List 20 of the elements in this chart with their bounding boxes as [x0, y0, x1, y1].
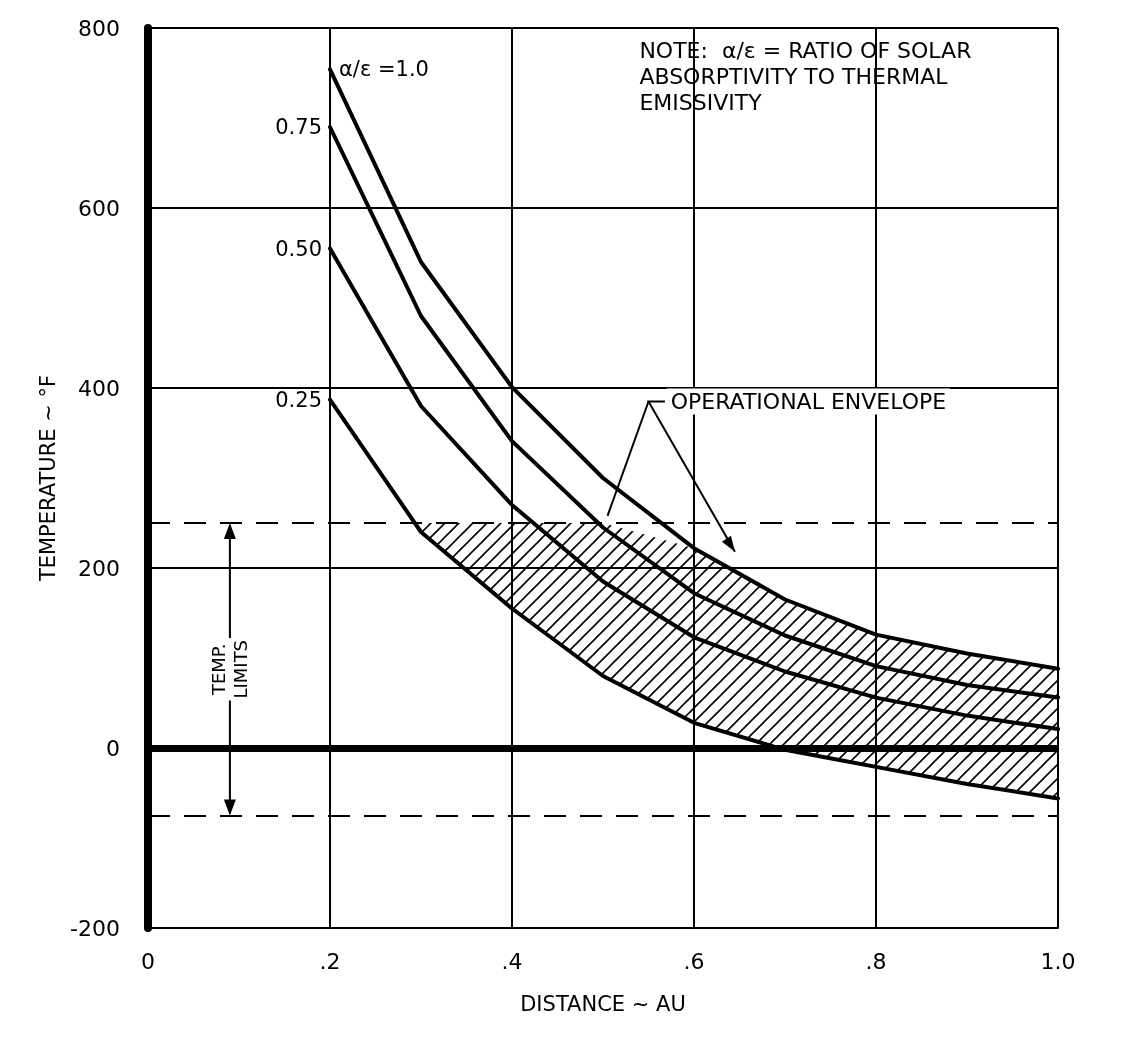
- x-axis-title: DISTANCE ~ AU: [520, 991, 686, 1016]
- series-label: 0.50: [275, 236, 322, 261]
- annotation: TEMP. LIMITS: [208, 639, 252, 699]
- x-tick-label: .8: [865, 948, 887, 974]
- series-label: 0.75: [275, 115, 322, 139]
- x-tick-label: .2: [319, 948, 341, 974]
- y-tick-label: -200: [70, 915, 120, 941]
- y-tick-label: 800: [78, 15, 120, 41]
- annotation: OPERATIONAL ENVELOPE: [670, 389, 947, 414]
- x-tick-label: .4: [501, 948, 523, 974]
- y-tick-label: 0: [106, 735, 120, 761]
- x-tick-label: 1.0: [1040, 948, 1076, 974]
- y-axis-title: TEMPERATURE ~ °F: [35, 374, 60, 583]
- series-label: 0.25: [275, 387, 322, 412]
- x-tick-label: .6: [683, 948, 705, 974]
- y-tick-label: 400: [78, 375, 120, 401]
- y-tick-label: 200: [78, 555, 120, 581]
- x-tick-label: 0: [141, 948, 155, 974]
- series-label: α/ε =1.0: [339, 57, 429, 82]
- y-tick-label: 600: [78, 195, 120, 221]
